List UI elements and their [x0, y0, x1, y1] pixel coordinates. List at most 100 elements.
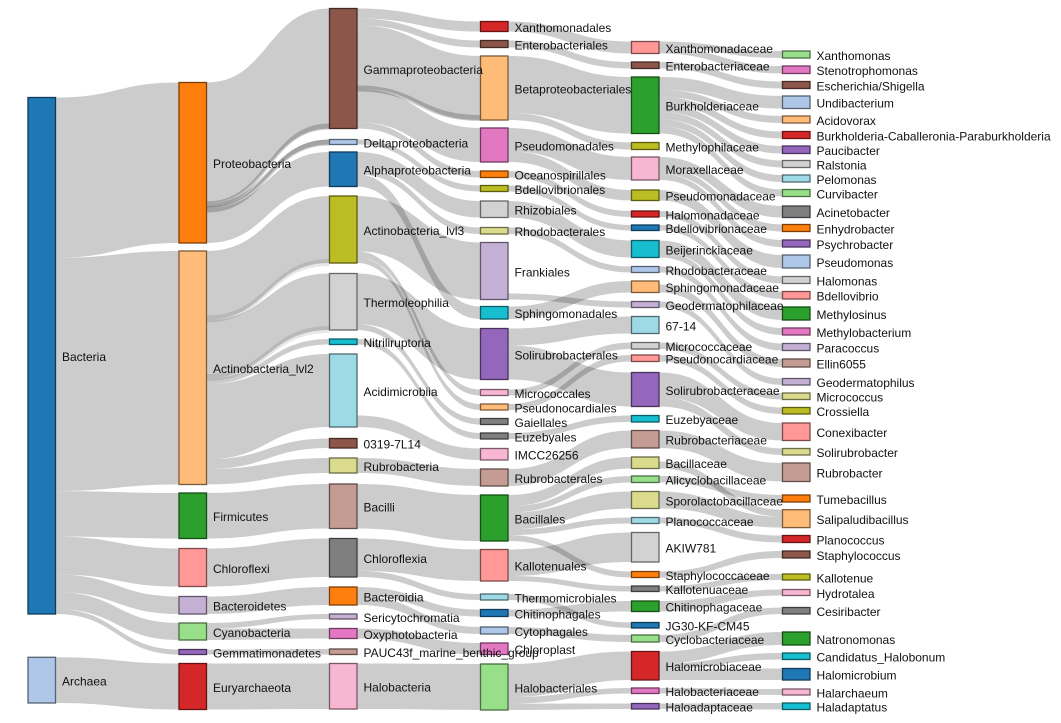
- svg-text:Halobacteriales: Halobacteriales: [515, 681, 598, 695]
- svg-text:0319-7L14: 0319-7L14: [364, 437, 422, 451]
- svg-text:Proteobacteria: Proteobacteria: [213, 157, 291, 171]
- svg-text:Rubrobacterales: Rubrobacterales: [515, 472, 603, 486]
- svg-text:Pseudonocardiales: Pseudonocardiales: [515, 401, 617, 415]
- svg-text:Bacillales: Bacillales: [515, 512, 566, 526]
- svg-text:Enterobacteriales: Enterobacteriales: [515, 38, 608, 52]
- svg-text:Nitriliruptoria: Nitriliruptoria: [364, 336, 432, 350]
- svg-text:Chloroflexi: Chloroflexi: [213, 562, 270, 576]
- svg-text:Chitinophagales: Chitinophagales: [515, 607, 601, 621]
- svg-text:Natronomonas: Natronomonas: [817, 633, 896, 647]
- svg-text:Ralstonia: Ralstonia: [817, 158, 867, 172]
- svg-text:Undibacterium: Undibacterium: [817, 96, 894, 110]
- svg-text:Burkholderia-Caballeronia-Para: Burkholderia-Caballeronia-Paraburkholder…: [817, 129, 1051, 143]
- svg-text:PAUC43f_marine_benthic_group: PAUC43f_marine_benthic_group: [364, 646, 540, 660]
- svg-text:Bacilli: Bacilli: [364, 500, 395, 514]
- svg-text:Beijerinckiaceae: Beijerinckiaceae: [666, 243, 754, 257]
- svg-text:Rubrobacteria: Rubrobacteria: [364, 460, 440, 474]
- svg-text:Gammaproteobacteria: Gammaproteobacteria: [364, 63, 484, 77]
- svg-text:Firmicutes: Firmicutes: [213, 510, 268, 524]
- svg-text:IMCC26256: IMCC26256: [515, 448, 579, 462]
- svg-text:Betaproteobacteriales: Betaproteobacteriales: [515, 82, 632, 96]
- svg-text:Sphingomonadaceae: Sphingomonadaceae: [666, 281, 780, 295]
- svg-text:Sphingomonadales: Sphingomonadales: [515, 307, 618, 321]
- svg-text:Actinobacteria_lvl3: Actinobacteria_lvl3: [364, 224, 465, 238]
- svg-text:Xanthomonadales: Xanthomonadales: [515, 21, 612, 35]
- svg-text:Staphylococcus: Staphylococcus: [817, 549, 901, 563]
- svg-text:Halomonadaceae: Halomonadaceae: [666, 208, 760, 222]
- svg-text:Conexibacter: Conexibacter: [817, 426, 888, 440]
- svg-text:Halobacteriaceae: Halobacteriaceae: [666, 685, 760, 699]
- svg-text:Kallotenue: Kallotenue: [817, 571, 874, 585]
- svg-text:Crossiella: Crossiella: [817, 405, 870, 419]
- svg-text:Archaea: Archaea: [62, 674, 107, 688]
- svg-text:Salipaludibacillus: Salipaludibacillus: [817, 513, 909, 527]
- svg-text:Psychrobacter: Psychrobacter: [817, 238, 894, 252]
- svg-text:Oxyphotobacteria: Oxyphotobacteria: [364, 628, 458, 642]
- svg-text:Sporolactobacillaceae: Sporolactobacillaceae: [666, 494, 784, 508]
- svg-text:Cyanobacteria: Cyanobacteria: [213, 626, 291, 640]
- svg-text:Bacteria: Bacteria: [62, 350, 106, 364]
- svg-text:Bdellovibrio: Bdellovibrio: [817, 289, 879, 303]
- svg-text:Bdellovibrionaceae: Bdellovibrionaceae: [666, 222, 768, 236]
- svg-text:Moraxellaceae: Moraxellaceae: [666, 163, 744, 177]
- svg-text:Bdellovibrionales: Bdellovibrionales: [515, 183, 606, 197]
- svg-text:Micrococcus: Micrococcus: [817, 390, 884, 404]
- svg-text:Frankiales: Frankiales: [515, 265, 570, 279]
- svg-text:Acinetobacter: Acinetobacter: [817, 206, 890, 220]
- svg-text:Acidimicrobiia: Acidimicrobiia: [364, 385, 438, 399]
- svg-text:Pseudomonadales: Pseudomonadales: [515, 139, 614, 153]
- svg-text:Planococcus: Planococcus: [817, 533, 885, 547]
- svg-text:Sericytochromatia: Sericytochromatia: [364, 611, 460, 625]
- svg-text:Haladaptatus: Haladaptatus: [817, 700, 888, 714]
- svg-text:Pseudomonas: Pseudomonas: [817, 256, 894, 270]
- svg-text:Rhizobiales: Rhizobiales: [515, 203, 577, 217]
- svg-text:Paucibacter: Paucibacter: [817, 144, 880, 158]
- svg-text:Chloroflexia: Chloroflexia: [364, 552, 428, 566]
- svg-text:Halomicrobiaceae: Halomicrobiaceae: [666, 660, 762, 674]
- svg-text:Chloroplast: Chloroplast: [515, 643, 576, 657]
- svg-text:Methylobacterium: Methylobacterium: [817, 326, 912, 340]
- svg-text:Halobacteria: Halobacteria: [364, 680, 432, 694]
- svg-text:Actinobacteria_lvl2: Actinobacteria_lvl2: [213, 362, 314, 376]
- svg-text:Cyclobacteriaceae: Cyclobacteriaceae: [666, 633, 765, 647]
- svg-text:Bacillaceae: Bacillaceae: [666, 457, 728, 471]
- svg-text:Methylophilaceae: Methylophilaceae: [666, 140, 760, 154]
- svg-text:Alphaproteobacteria: Alphaproteobacteria: [364, 163, 472, 177]
- svg-text:Micrococcales: Micrococcales: [515, 387, 591, 401]
- svg-text:Tumebacillus: Tumebacillus: [817, 493, 887, 507]
- svg-text:JG30-KF-CM45: JG30-KF-CM45: [666, 619, 750, 633]
- svg-text:Paracoccus: Paracoccus: [817, 341, 880, 355]
- svg-text:Alicyclobacillaceae: Alicyclobacillaceae: [666, 473, 767, 487]
- svg-text:Oceanospirillales: Oceanospirillales: [515, 168, 606, 182]
- svg-text:Escherichia/Shigella: Escherichia/Shigella: [817, 79, 925, 93]
- svg-text:Planococcaceae: Planococcaceae: [666, 515, 754, 529]
- svg-text:Pseudonocardiaceae: Pseudonocardiaceae: [666, 352, 779, 366]
- svg-text:Geodermatophilaceae: Geodermatophilaceae: [666, 299, 784, 313]
- svg-text:Halarchaeum: Halarchaeum: [817, 686, 888, 700]
- svg-text:Staphylococcaceae: Staphylococcaceae: [666, 569, 770, 583]
- svg-text:Candidatus_Halobonum: Candidatus_Halobonum: [817, 650, 946, 664]
- svg-text:67-14: 67-14: [666, 319, 697, 333]
- svg-text:Solirubrobacter: Solirubrobacter: [817, 446, 898, 460]
- svg-text:Bacteroidetes: Bacteroidetes: [213, 599, 286, 613]
- svg-text:Enhydrobacter: Enhydrobacter: [817, 222, 895, 236]
- svg-text:Cesiribacter: Cesiribacter: [817, 605, 881, 619]
- svg-text:Cytophagales: Cytophagales: [515, 625, 588, 639]
- svg-text:Geodermatophilus: Geodermatophilus: [817, 376, 915, 390]
- svg-text:Enterobacteriaceae: Enterobacteriaceae: [666, 59, 770, 73]
- svg-text:Gemmatimonadetes: Gemmatimonadetes: [213, 646, 321, 660]
- svg-text:Thermomicrobiales: Thermomicrobiales: [515, 591, 617, 605]
- svg-text:Chitinophagaceae: Chitinophagaceae: [666, 600, 763, 614]
- svg-text:Solirubrobacterales: Solirubrobacterales: [515, 348, 618, 362]
- svg-text:Curvibacter: Curvibacter: [817, 187, 878, 201]
- svg-text:Stenotrophomonas: Stenotrophomonas: [817, 64, 918, 78]
- svg-text:Methylosinus: Methylosinus: [817, 308, 887, 322]
- svg-text:AKIW781: AKIW781: [666, 541, 717, 555]
- svg-text:Deltaproteobacteria: Deltaproteobacteria: [364, 136, 469, 150]
- svg-text:Burkholderiaceae: Burkholderiaceae: [666, 99, 760, 113]
- svg-text:Euzebyales: Euzebyales: [515, 430, 577, 444]
- svg-text:Pelomonas: Pelomonas: [817, 173, 877, 187]
- svg-text:Xanthomonadaceae: Xanthomonadaceae: [666, 42, 774, 56]
- svg-text:Pseudomonadaceae: Pseudomonadaceae: [666, 189, 776, 203]
- svg-text:Ellin6055: Ellin6055: [817, 357, 867, 371]
